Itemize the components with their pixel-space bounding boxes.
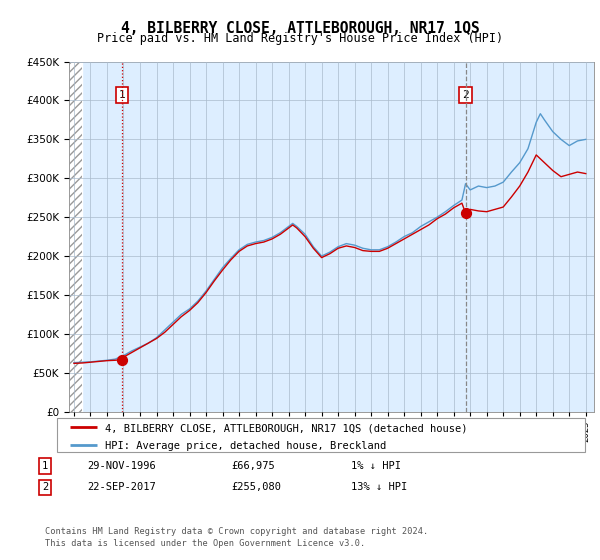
Text: 4, BILBERRY CLOSE, ATTLEBOROUGH, NR17 1QS: 4, BILBERRY CLOSE, ATTLEBOROUGH, NR17 1Q… [121, 21, 479, 36]
Text: 4, BILBERRY CLOSE, ATTLEBOROUGH, NR17 1QS (detached house): 4, BILBERRY CLOSE, ATTLEBOROUGH, NR17 1Q… [104, 423, 467, 433]
Text: Price paid vs. HM Land Registry's House Price Index (HPI): Price paid vs. HM Land Registry's House … [97, 32, 503, 45]
Text: 2: 2 [42, 482, 48, 492]
FancyBboxPatch shape [57, 418, 585, 452]
Text: Contains HM Land Registry data © Crown copyright and database right 2024.: Contains HM Land Registry data © Crown c… [45, 528, 428, 536]
Text: £255,080: £255,080 [231, 482, 281, 492]
Text: 22-SEP-2017: 22-SEP-2017 [87, 482, 156, 492]
Point [117, 355, 127, 364]
Text: This data is licensed under the Open Government Licence v3.0.: This data is licensed under the Open Gov… [45, 539, 365, 548]
Text: 1% ↓ HPI: 1% ↓ HPI [351, 461, 401, 471]
Text: 13% ↓ HPI: 13% ↓ HPI [351, 482, 407, 492]
Text: 1: 1 [119, 90, 125, 100]
Text: HPI: Average price, detached house, Breckland: HPI: Average price, detached house, Brec… [104, 441, 386, 451]
Text: 1: 1 [42, 461, 48, 471]
Point [461, 209, 470, 218]
Bar [69, 62, 82, 412]
Text: 29-NOV-1996: 29-NOV-1996 [87, 461, 156, 471]
Text: 2: 2 [462, 90, 469, 100]
Bar [69, 62, 82, 412]
Text: £66,975: £66,975 [231, 461, 275, 471]
